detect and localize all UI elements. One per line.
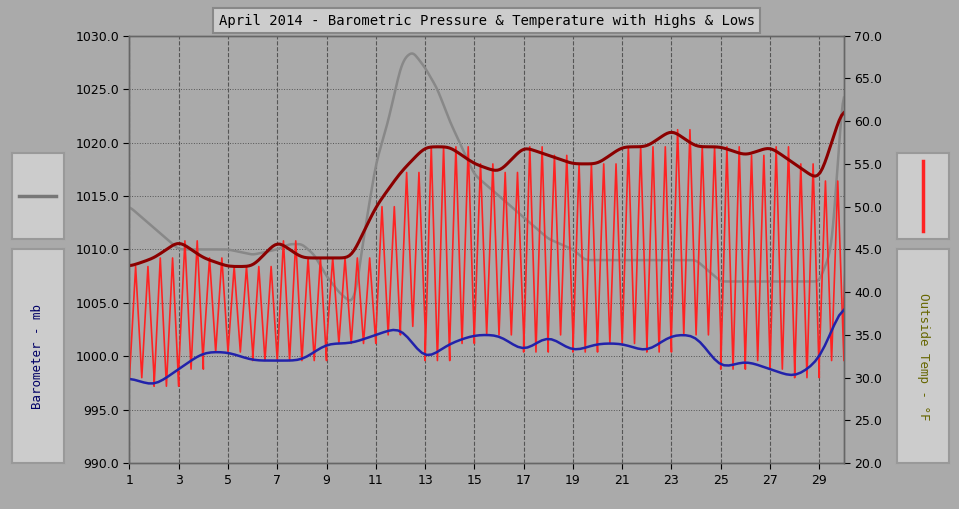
Text: Outside Temp - °F: Outside Temp - °F xyxy=(917,293,929,420)
Text: Barometer - mb: Barometer - mb xyxy=(32,304,44,409)
Title: April 2014 - Barometric Pressure & Temperature with Highs & Lows: April 2014 - Barometric Pressure & Tempe… xyxy=(219,14,755,27)
